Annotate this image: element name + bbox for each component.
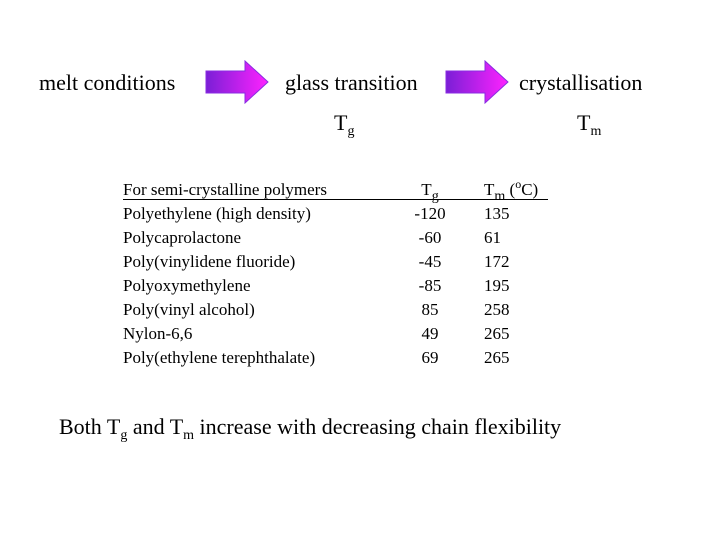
tm-value: 195: [484, 276, 510, 295]
melt-conditions-label: melt conditions: [39, 70, 176, 95]
header-underline: [123, 199, 548, 200]
tm-symbol: Tm: [577, 110, 602, 139]
conclusion-part: Both T: [59, 414, 121, 439]
tg-value: -85: [418, 276, 442, 295]
tm-column-header: Tm (oC): [484, 177, 574, 204]
polymer-name: Polycaprolactone: [123, 228, 242, 247]
polymer-name: Poly(ethylene terephthalate): [123, 348, 316, 367]
crystallisation-label: crystallisation: [519, 70, 643, 95]
tg-symbol-sub: g: [347, 124, 355, 139]
glass-transition-label: glass transition: [285, 70, 418, 95]
tg-column-header: Tg: [410, 178, 450, 204]
conclusion-text: Both Tg and Tm increase with decreasing …: [59, 414, 562, 443]
polymer-name-column: For semi-crystalline polymers Polyethyle…: [123, 178, 393, 370]
tm-header-unit-open: (: [505, 180, 516, 199]
tg-symbol: Tg: [334, 110, 355, 139]
tg-value: -45: [418, 252, 442, 271]
tg-value: 49: [421, 324, 439, 343]
conclusion-part: increase with decreasing chain flexibili…: [194, 414, 562, 439]
tg-header-sub: g: [431, 189, 439, 204]
tm-value: 135: [484, 204, 510, 223]
tm-header-main: T: [484, 180, 495, 199]
polymer-name: Polyethylene (high density): [123, 204, 311, 223]
conclusion-sub: m: [183, 428, 195, 443]
conclusion-sub: g: [120, 428, 128, 443]
tm-symbol-main: T: [577, 110, 591, 135]
tg-header-main: T: [421, 180, 432, 199]
tg-symbol-main: T: [334, 110, 348, 135]
tg-value: -120: [414, 204, 446, 223]
tg-value: 85: [421, 300, 439, 319]
tg-value: -60: [418, 228, 442, 247]
polymer-name: Poly(vinyl alcohol): [123, 300, 255, 319]
tm-value: 265: [484, 324, 510, 343]
polymer-column-header: For semi-crystalline polymers: [123, 180, 327, 199]
tm-column: Tm (oC) 135 61 172 195 258 265 265: [484, 178, 574, 370]
polymer-name: Poly(vinylidene fluoride): [123, 252, 296, 271]
tm-value: 265: [484, 348, 510, 367]
right-arrow-icon: [445, 60, 509, 104]
tg-column: Tg -120 -60 -45 -85 85 49 69: [410, 178, 450, 370]
tg-value: 69: [421, 348, 439, 367]
tm-header-unit-close: C): [521, 180, 539, 199]
tm-symbol-sub: m: [590, 124, 602, 139]
tm-header-degree: o: [515, 177, 522, 191]
right-arrow-icon: [205, 60, 269, 104]
conclusion-part: and T: [127, 414, 184, 439]
tm-value: 172: [484, 252, 510, 271]
tm-value: 61: [484, 228, 501, 247]
polymer-name: Nylon-6,6: [123, 324, 193, 343]
tm-header-sub: m: [494, 189, 506, 204]
polymer-name: Polyoxymethylene: [123, 276, 251, 295]
tm-value: 258: [484, 300, 510, 319]
